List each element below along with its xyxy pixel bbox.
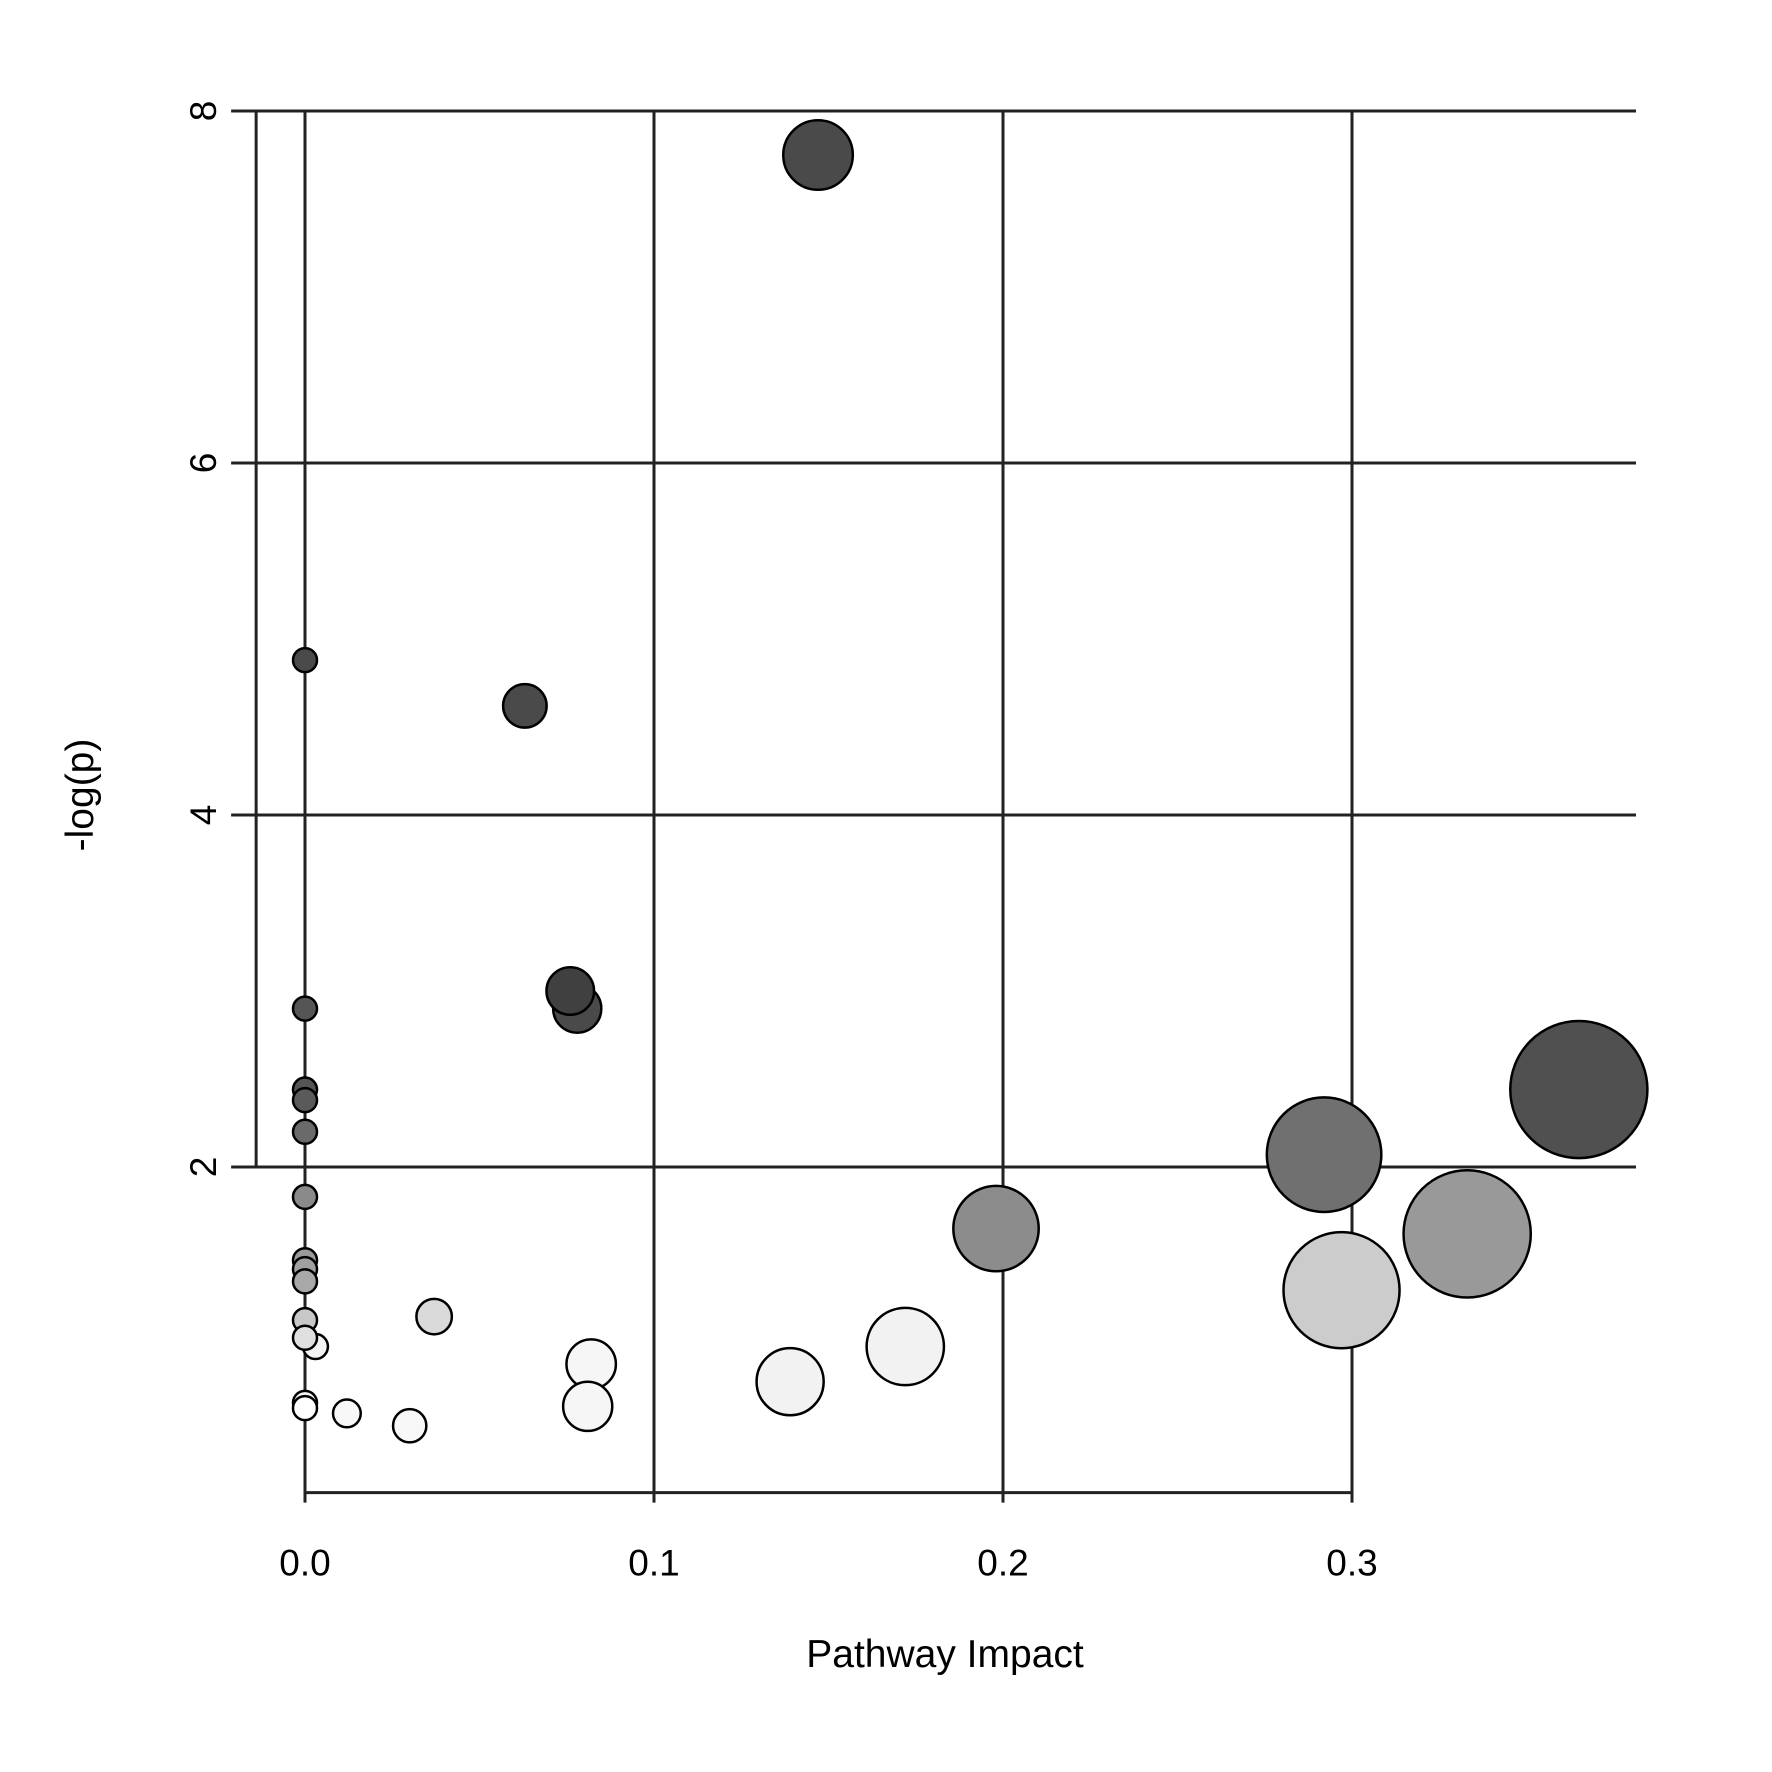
data-point [415, 1297, 454, 1336]
axes [254, 111, 1352, 1495]
data-point [291, 1118, 319, 1146]
data-point [291, 1183, 319, 1211]
grid-lines [231, 109, 1636, 1503]
data-point [291, 1394, 319, 1422]
y-tick-label: 6 [183, 453, 224, 474]
data-point [865, 1306, 946, 1387]
x-tick-label: 0.0 [279, 1543, 330, 1584]
y-tick-label: 4 [183, 805, 224, 826]
data-point [561, 1380, 614, 1433]
data-point [755, 1346, 825, 1417]
data-point [501, 682, 548, 729]
data-point [391, 1407, 428, 1444]
y-tick-label: 2 [183, 1157, 224, 1178]
data-point [291, 1086, 319, 1114]
tick-labels: 2 4 6 8 0.0 0.1 0.2 0.3 [183, 101, 1378, 1584]
x-tick-label: 0.2 [977, 1543, 1028, 1584]
y-axis-label: -log(p) [59, 739, 102, 852]
x-axis-label: Pathway Impact [806, 1633, 1084, 1676]
data-point [291, 1268, 319, 1295]
x-tick-label: 0.1 [628, 1543, 679, 1584]
data-points [291, 118, 1649, 1444]
data-point [331, 1398, 362, 1429]
data-point [1282, 1230, 1401, 1350]
data-point [781, 118, 855, 192]
data-point [1509, 1019, 1649, 1160]
y-tick-label: 8 [183, 101, 224, 122]
data-point [545, 965, 596, 1017]
data-point [291, 646, 319, 674]
x-tick-label: 0.3 [1326, 1543, 1377, 1584]
data-point [1265, 1096, 1383, 1214]
data-point [291, 1324, 319, 1351]
data-point [1402, 1169, 1533, 1299]
data-point [291, 995, 319, 1022]
data-point [952, 1184, 1040, 1273]
